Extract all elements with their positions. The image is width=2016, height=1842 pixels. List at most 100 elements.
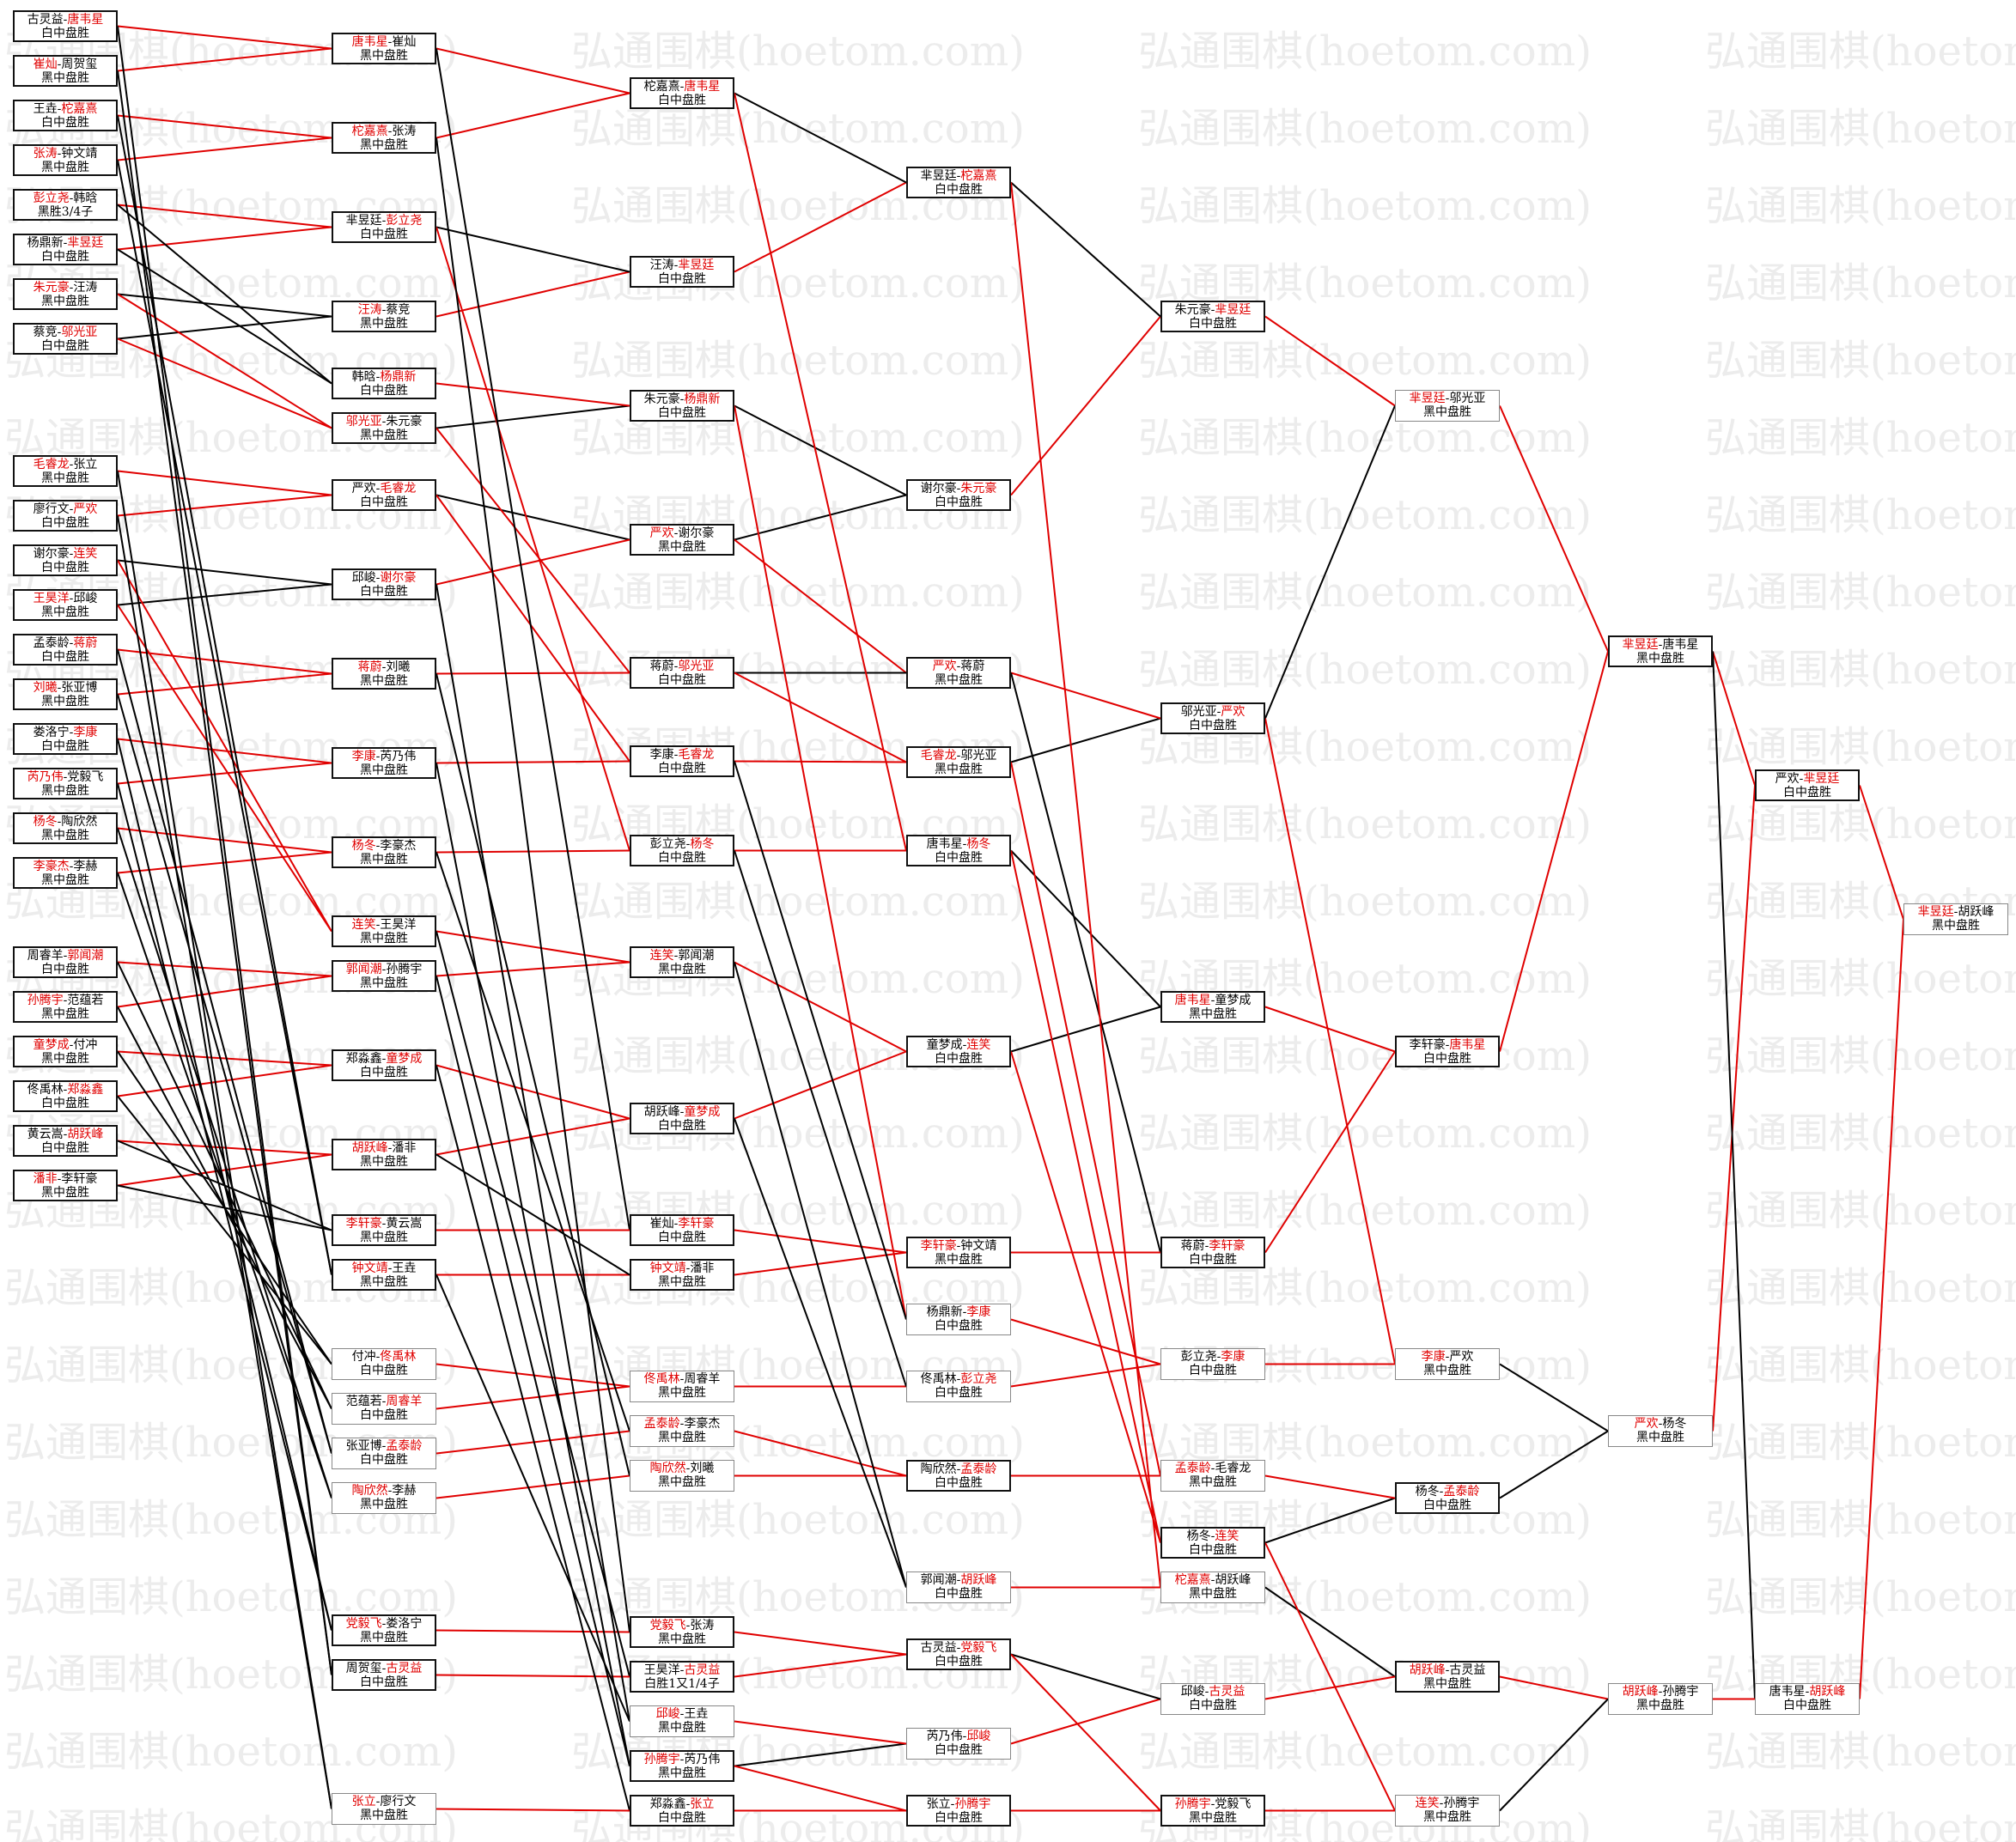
player-name: 韩晗 [351,370,376,384]
player-name: 严欢 [1221,705,1246,719]
match-players: 胡跃峰-潘非 [351,1141,417,1155]
match-result: 黑中盘胜 [360,1809,408,1822]
bracket-connector [734,92,907,184]
bracket-connector [117,961,332,977]
match-box: 陶欣然-刘曦 黑中盘胜 [630,1460,734,1492]
match-result: 白中盘胜 [41,516,89,530]
match-players: 郑淼鑫-张立 [649,1797,715,1811]
match-box: 连笑-孙腾宇 黑中盘胜 [1395,1795,1500,1827]
player-name: 朱元豪 [960,482,997,495]
match-box: 娄洛宁-李康 白中盘胜 [13,723,118,755]
player-name: 孟泰龄 [386,1439,423,1453]
player-name: 刘曦 [690,1462,715,1475]
match-box: 党毅飞-张涛 黑中盘胜 [630,1616,734,1648]
match-box: 杨鼎新-芈昱廷 白中盘胜 [13,234,118,265]
player-name: 崔灿 [33,58,58,71]
match-box: 胡跃峰-潘非 黑中盘胜 [332,1139,436,1170]
player-name: 胡跃峰 [67,1128,104,1141]
bracket-connector [1010,182,1161,1588]
player-name: 毛睿龙 [1215,1462,1252,1475]
bracket-connector [1264,1006,1396,1053]
match-result: 白中盘胜 [41,963,89,976]
player-name: 邱峻 [655,1707,680,1721]
match-players: 童梦成-付冲 [33,1038,98,1052]
player-name: 杨冬 [966,837,991,851]
bracket-connector [435,47,630,94]
bracket-connector [734,1050,907,1120]
bracket-connector [117,1064,332,1097]
bracket-connector [117,248,332,385]
match-box: 王昊洋-邱峻 黑中盘胜 [13,589,118,621]
match-players: 唐韦星-杨冬 [926,837,991,851]
player-name: 范蕴若 [67,994,104,1007]
player-name: 毛睿龙 [920,749,957,763]
bracket-connector [734,181,907,273]
match-result: 白中盘胜 [1189,1253,1237,1267]
player-name: 付冲 [351,1350,376,1364]
player-name: 钟文靖 [61,147,98,161]
match-box: 邱峻-谢尔豪 白中盘胜 [332,568,436,600]
player-name: 刘曦 [386,660,411,674]
player-name: 王昊洋 [380,918,417,932]
bracket-connector [734,672,907,763]
bracket-connector [1264,1474,1396,1499]
player-name: 毛睿龙 [678,748,715,762]
bracket-connector [435,494,630,541]
match-box: 杨冬-陶欣然 黑中盘胜 [13,812,118,844]
match-result: 白中盘胜 [360,1675,408,1689]
player-name: 李轩豪 [1209,1239,1246,1253]
player-name: 连笑 [649,949,674,963]
bracket-connector [435,930,630,964]
player-name: 周贺玺 [61,58,98,71]
match-box: 连笑-郭闻潮 黑中盘胜 [630,946,734,978]
player-name: 杨鼎新 [27,236,64,250]
match-players: 谢尔豪-连笑 [33,547,98,561]
bracket-connector [1010,849,1161,1008]
match-result: 白中盘胜 [935,1587,983,1601]
player-name: 周贺玺 [345,1662,382,1675]
bracket-connector [117,1140,332,1156]
match-players: 杨鼎新-芈昱廷 [27,236,104,250]
match-result: 黑中盘胜 [41,605,89,619]
player-name: 邱峻 [966,1730,991,1743]
match-box: 唐韦星-崔灿 黑中盘胜 [332,33,436,64]
player-name: 朱元豪 [386,415,423,429]
bracket-connector [435,538,630,586]
bracket-connector [117,47,332,72]
bracket-connector [435,1674,630,1678]
match-box: 钟文靖-王垚 黑中盘胜 [332,1259,436,1291]
match-result: 黑中盘胜 [658,1386,706,1400]
match-players: 李康-芮乃伟 [351,750,417,763]
match-result: 黑中盘胜 [360,1231,408,1244]
match-players: 杨冬-李豪杰 [351,839,417,853]
match-box: 李康-芮乃伟 黑中盘胜 [332,747,436,779]
bracket-connector [435,382,630,407]
match-box: 郑淼鑫-童梦成 白中盘胜 [332,1049,436,1081]
bracket-connector [435,849,630,854]
bracket-connector [1264,1050,1396,1254]
player-name: 芈昱廷 [1622,638,1659,652]
match-box: 蔡竞-邬光亚 白中盘胜 [13,323,118,355]
bracket-connector [117,583,332,606]
player-name: 范蕴若 [345,1395,382,1408]
match-players: 芈昱廷-柁嘉熹 [920,169,997,183]
player-name: 蒋蔚 [960,660,985,673]
match-box: 毛睿龙-邬光亚 黑中盘胜 [906,746,1011,778]
player-name: 连笑 [73,547,98,561]
player-name: 李康 [1221,1350,1246,1364]
match-result: 黑中盘胜 [1189,1587,1237,1601]
match-players: 柁嘉熹-唐韦星 [643,80,721,94]
match-players: 邬光亚-严欢 [1180,705,1246,719]
match-box: 李轩豪-唐韦星 白中盘胜 [1395,1036,1500,1067]
match-result: 黑中盘胜 [658,1766,706,1780]
player-name: 郑淼鑫 [649,1797,686,1811]
player-name: 邬光亚 [960,749,997,763]
match-box: 芈昱廷-邬光亚 黑中盘胜 [1395,390,1500,422]
match-box: 刘曦-张亚博 黑中盘胜 [13,678,118,710]
player-name: 李轩豪 [345,1217,382,1231]
bracket-connector [435,1117,630,1156]
bracket-connector [117,783,332,1631]
match-players: 严欢-蒋蔚 [932,660,985,673]
match-players: 芈昱廷-彭立尧 [345,214,423,228]
